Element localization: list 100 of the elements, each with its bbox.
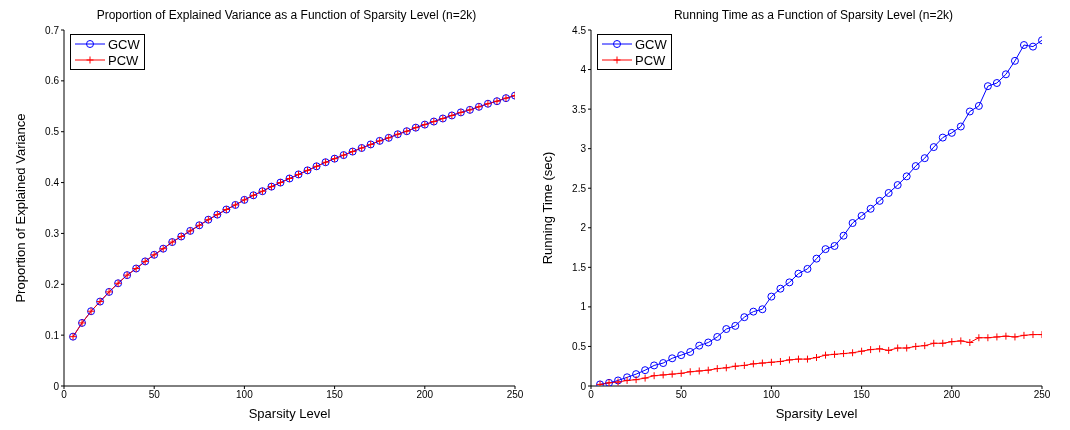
point — [749, 307, 758, 316]
y-tick-label: 0.3 — [45, 227, 60, 239]
point — [893, 181, 902, 190]
x-tick-label: 250 — [506, 389, 524, 401]
y-tick-label: 1 — [580, 301, 587, 313]
y-tick-label: 0 — [580, 380, 587, 392]
y-tick-label: 4 — [580, 64, 587, 76]
point — [875, 196, 884, 205]
point — [893, 344, 902, 353]
point — [821, 351, 830, 360]
y-tick-label: 3 — [580, 143, 587, 155]
point — [956, 122, 965, 131]
point — [758, 305, 767, 314]
point — [839, 349, 848, 358]
point — [722, 325, 731, 334]
legend-label: GCW — [108, 36, 140, 52]
point — [695, 341, 704, 350]
point — [920, 341, 929, 350]
point — [1010, 56, 1019, 65]
point — [866, 345, 875, 354]
point — [695, 366, 704, 375]
point — [965, 107, 974, 116]
point — [776, 357, 785, 366]
point — [1028, 42, 1037, 51]
point — [839, 231, 848, 240]
point — [740, 361, 749, 370]
point — [740, 313, 749, 322]
point — [875, 344, 884, 353]
point — [857, 211, 866, 220]
point — [632, 375, 641, 384]
point — [947, 337, 956, 346]
point — [785, 355, 794, 364]
x-tick-label: 150 — [853, 389, 871, 401]
point — [767, 358, 776, 367]
point — [722, 363, 731, 372]
x-tick-label: 100 — [236, 389, 254, 401]
point — [938, 339, 947, 348]
point — [1001, 332, 1010, 341]
point — [641, 374, 650, 383]
point — [857, 347, 866, 356]
point — [668, 370, 677, 379]
point — [1019, 331, 1028, 340]
point — [803, 264, 812, 273]
point — [1001, 70, 1010, 79]
point — [866, 204, 875, 213]
y-tick-label: 3.5 — [572, 103, 587, 115]
point — [677, 351, 686, 360]
point — [911, 162, 920, 171]
y-tick-label: 4.5 — [572, 24, 587, 36]
y-tick-label: 0.7 — [45, 24, 60, 36]
point — [983, 82, 992, 91]
point — [920, 154, 929, 163]
y-tick-label: 0.2 — [45, 278, 60, 290]
point — [650, 361, 659, 370]
point — [830, 241, 839, 250]
x-tick-label: 0 — [61, 389, 68, 401]
point — [641, 366, 650, 375]
point — [731, 362, 740, 371]
y-axis-title: Running Time (sec) — [539, 151, 555, 265]
point — [821, 245, 830, 254]
point — [1028, 330, 1037, 339]
legend-label: PCW — [108, 52, 139, 68]
point — [704, 366, 713, 375]
legend-label: GCW — [635, 36, 667, 52]
point — [992, 79, 1001, 87]
y-tick-label: 0.4 — [45, 177, 60, 189]
point — [848, 219, 857, 228]
x-tick-label: 150 — [326, 389, 344, 401]
point — [659, 370, 668, 379]
point — [803, 355, 812, 364]
point — [812, 254, 821, 263]
point — [794, 355, 803, 364]
x-tick-label: 50 — [148, 389, 161, 401]
y-tick-label: 0 — [53, 380, 60, 392]
point — [767, 292, 776, 301]
y-tick-label: 0.5 — [572, 340, 587, 352]
point — [992, 332, 1001, 341]
point — [731, 321, 740, 330]
point — [884, 346, 893, 355]
x-tick-label: 200 — [943, 389, 961, 401]
point — [1019, 41, 1028, 50]
point — [749, 359, 758, 368]
chart-title: Running Time as a Function of Sparsity Level (n=2k) — [672, 8, 955, 22]
point — [686, 367, 695, 376]
point — [830, 350, 839, 359]
x-tick-label: 0 — [588, 389, 595, 401]
point — [956, 336, 965, 345]
point — [677, 369, 686, 378]
x-axis-title: Sparsity Level — [775, 406, 858, 421]
point — [794, 269, 803, 278]
point — [659, 359, 668, 368]
point — [686, 347, 695, 356]
y-tick-label: 0.5 — [45, 126, 60, 138]
point — [758, 359, 767, 368]
point — [713, 364, 722, 373]
x-axis-title: Sparsity Level — [248, 406, 331, 421]
point — [911, 342, 920, 351]
point — [668, 354, 677, 363]
point — [632, 370, 641, 379]
point — [983, 333, 992, 342]
